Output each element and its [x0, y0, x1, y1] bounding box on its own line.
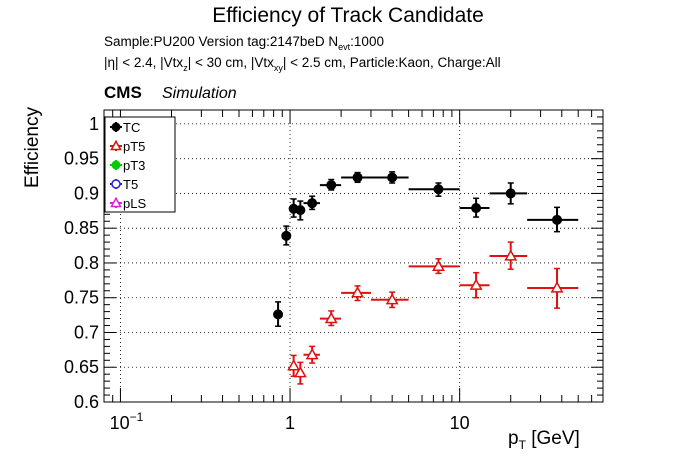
data-point-tc — [408, 182, 460, 197]
marker — [352, 172, 363, 183]
cms-label: CMS — [104, 83, 142, 102]
plot-frame — [103, 109, 604, 403]
y-tick-label: 0.8 — [74, 253, 99, 273]
data-point-tc — [273, 301, 284, 327]
data-point-tc — [370, 171, 409, 184]
legend-label: TC — [123, 120, 140, 135]
data-point-pt5 — [287, 354, 301, 378]
data-point-tc — [303, 195, 320, 211]
marker — [469, 278, 483, 290]
data-point-pt5 — [459, 271, 490, 299]
y-tick-label: 0.95 — [64, 149, 99, 169]
legend-marker — [111, 122, 121, 132]
legend-marker — [110, 139, 122, 151]
legend-label: pLS — [123, 196, 146, 211]
data-point-tc — [341, 171, 371, 184]
marker — [295, 205, 306, 216]
marker — [504, 249, 518, 261]
y-tick-label: 0.9 — [74, 183, 99, 203]
selection-text-eta: |η| < 2.4, |Vtx — [104, 55, 184, 70]
axis-labels: 0.6 0.65 0.7 0.75 0.8 0.85 0.9 0.95 1 10−1 1 10 pT [… — [22, 107, 580, 452]
series-pt5 — [287, 241, 579, 385]
vtx-xy-subscript: xy — [273, 63, 283, 73]
data-point-pt5 — [293, 361, 307, 385]
data-point-tc — [527, 206, 579, 233]
marker — [281, 230, 292, 241]
marker — [433, 184, 444, 195]
marker — [351, 286, 365, 298]
marker — [471, 203, 482, 214]
sample-info-text: Sample:PU200 Version tag:2147beD N — [104, 34, 339, 49]
data-point-pt5 — [370, 291, 409, 309]
legend-entry-pt3: pT3 — [110, 158, 145, 173]
marker — [387, 172, 398, 183]
legend-marker — [111, 179, 121, 189]
y-tick-label: 1 — [89, 114, 99, 134]
nevt-value: :1000 — [350, 34, 384, 49]
x-tick-label: 1 — [285, 413, 295, 433]
legend-entry-tc: TC — [110, 120, 140, 135]
x-axis-title: pT [GeV] — [508, 428, 580, 452]
data-point-tc — [489, 182, 528, 205]
data-point-pt5 — [408, 258, 460, 275]
legend-marker — [111, 160, 121, 170]
data-point-tc — [281, 225, 292, 246]
data-point-pt5 — [303, 345, 320, 364]
y-tick-label: 0.6 — [74, 392, 99, 412]
legend-entry-t5: T5 — [110, 177, 138, 192]
marker — [505, 188, 516, 199]
marker — [550, 281, 564, 293]
x-tick-label: 10 — [450, 413, 470, 433]
marker — [432, 259, 445, 272]
legend-label: pT3 — [123, 158, 145, 173]
sample-info-line: Sample:PU200 Version tag:2147beD Nevt:10… — [104, 34, 384, 52]
marker — [307, 198, 318, 209]
marker — [552, 214, 563, 225]
marker — [385, 293, 399, 305]
axes — [103, 109, 604, 403]
data-point-tc — [319, 178, 342, 191]
marker — [326, 180, 337, 191]
data-point-tc — [295, 200, 306, 221]
legend-label: pT5 — [123, 139, 145, 154]
y-tick-label: 0.85 — [64, 218, 99, 238]
marker — [287, 359, 301, 371]
selection-text-vtx: | < 30 cm, |Vtx — [187, 55, 274, 70]
series-tc — [273, 171, 579, 327]
y-tick-label: 0.65 — [64, 357, 99, 377]
y-tick-label: 0.75 — [64, 288, 99, 308]
y-axis-title: Efficiency — [22, 107, 43, 188]
selection-info-line: |η| < 2.4, |Vtxz| < 30 cm, |Vtxxy| < 2.5… — [104, 55, 501, 73]
marker — [273, 309, 284, 320]
data-point-pt5 — [341, 285, 371, 302]
legend-label: T5 — [123, 177, 138, 192]
data-points — [273, 171, 579, 385]
y-tick-label: 0.7 — [74, 322, 99, 342]
grid-lines — [104, 110, 603, 403]
data-point-tc — [459, 197, 490, 218]
legend: TC pT5 pT3 T5 pLS — [104, 116, 176, 213]
marker — [324, 311, 338, 324]
data-point-pt5 — [319, 310, 342, 327]
selection-text-particle: | < 2.5 cm, Particle:Kaon, Charge:All — [282, 55, 501, 70]
x-tick-label: 10−1 — [110, 410, 144, 433]
simulation-label: Simulation — [162, 85, 237, 102]
legend-entry-pls: pLS — [110, 196, 146, 211]
legend-entry-pt5: pT5 — [110, 139, 145, 154]
data-point-pt5 — [527, 267, 579, 309]
data-point-pt5 — [489, 241, 528, 270]
legend-marker — [110, 196, 122, 208]
nevt-subscript: evt — [338, 42, 351, 52]
marker — [293, 366, 307, 378]
vtx-z-subscript: z — [183, 63, 188, 73]
chart-title: Efficiency of Track Candidate — [212, 4, 484, 27]
marker — [305, 348, 319, 360]
